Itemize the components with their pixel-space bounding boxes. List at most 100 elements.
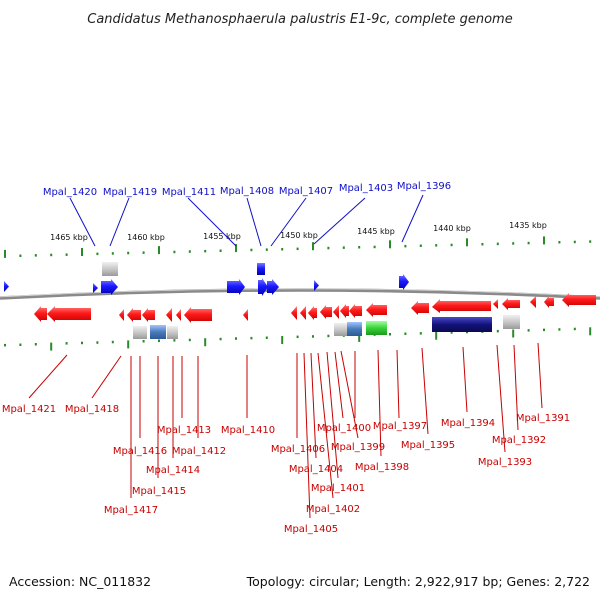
gene-label[interactable]: Mpal_1418 (65, 404, 119, 415)
gene-label[interactable]: Mpal_1400 (317, 423, 371, 434)
rna-box[interactable] (366, 321, 387, 335)
minor-tick (419, 244, 422, 247)
gene-arrow[interactable] (562, 293, 596, 307)
gene-label[interactable]: Mpal_1405 (284, 524, 338, 535)
major-tick (81, 248, 83, 256)
gene-arrow[interactable] (314, 280, 319, 291)
gene-arrow[interactable] (93, 283, 98, 293)
minor-tick (127, 251, 130, 255)
gene-label[interactable]: Mpal_1417 (104, 505, 158, 516)
gene-arrow[interactable] (340, 304, 349, 318)
gene-arrow[interactable] (119, 309, 124, 321)
genome-backbone (0, 288, 600, 300)
gene-label[interactable]: Mpal_1392 (492, 435, 546, 446)
major-tick (235, 244, 237, 253)
gene-label[interactable]: Mpal_1395 (401, 440, 455, 451)
major-tick (158, 246, 160, 255)
minor-tick (4, 343, 6, 347)
gene-label[interactable]: Mpal_1403 (339, 183, 393, 194)
gene-label[interactable]: Mpal_1407 (279, 186, 333, 197)
gene-label[interactable]: Mpal_1391 (516, 413, 570, 424)
gene-arrow[interactable] (502, 298, 520, 310)
minor-tick (204, 249, 207, 253)
gene-arrow[interactable] (399, 274, 409, 290)
gene-arrow[interactable] (544, 296, 554, 308)
gene-arrow[interactable] (291, 306, 297, 320)
gene-label[interactable]: Mpal_1415 (132, 486, 186, 497)
gene-label[interactable]: Mpal_1411 (162, 187, 216, 198)
minor-tick (543, 328, 545, 332)
gene-label[interactable]: Mpal_1421 (2, 404, 56, 415)
gene-label[interactable]: Mpal_1401 (311, 483, 365, 494)
minor-tick (219, 249, 222, 252)
gene-label[interactable]: Mpal_1402 (306, 504, 360, 515)
gene-arrow[interactable] (267, 279, 279, 295)
gene-label[interactable]: Mpal_1397 (373, 421, 427, 432)
gene-arrow[interactable] (432, 299, 491, 313)
gene-arrow[interactable] (258, 278, 268, 296)
gene-arrow[interactable] (243, 309, 248, 321)
kbp-label: 1465 kbp (50, 233, 88, 242)
gene-label[interactable]: Mpal_1408 (220, 186, 274, 197)
gene-arrow[interactable] (176, 309, 181, 321)
gene-label[interactable]: Mpal_1393 (478, 457, 532, 468)
gene-arrow[interactable] (101, 279, 118, 295)
rna-box[interactable] (102, 262, 118, 276)
gene-label[interactable]: Mpal_1416 (113, 446, 167, 457)
gene-arrow[interactable] (34, 306, 47, 322)
gene-arrow[interactable] (493, 299, 498, 309)
gene-label[interactable]: Mpal_1413 (157, 425, 211, 436)
gene-arrow[interactable] (127, 308, 141, 322)
kbp-scale: 1465 kbp 1460 kbp 1455 kbp 1450 kbp 1445… (50, 221, 547, 242)
gene-label[interactable]: Mpal_1419 (103, 187, 157, 198)
gene-arrow[interactable] (349, 304, 362, 318)
gene-box[interactable] (257, 263, 265, 275)
gene-label[interactable]: Mpal_1406 (271, 444, 325, 455)
feature-box[interactable] (432, 317, 492, 332)
gene-arrow[interactable] (184, 307, 212, 323)
gene-label[interactable]: Mpal_1420 (43, 187, 97, 198)
gene-arrow[interactable] (47, 306, 91, 322)
reverse-strand-genes (34, 293, 596, 339)
gene-label[interactable]: Mpal_1399 (331, 442, 385, 453)
gene-arrow[interactable] (320, 305, 332, 319)
gene-arrow[interactable] (166, 308, 172, 322)
minor-tick (296, 335, 299, 339)
rna-box[interactable] (167, 326, 178, 339)
rna-box[interactable] (503, 315, 520, 329)
gene-arrow[interactable] (411, 301, 429, 315)
minor-tick (466, 330, 468, 334)
minor-tick (250, 248, 253, 252)
minor-tick (219, 337, 222, 341)
rna-box[interactable] (133, 326, 147, 339)
gene-label[interactable]: Mpal_1394 (441, 418, 495, 429)
topology-text: Topology: circular; Length: 2,922,917 bp… (246, 574, 590, 589)
minor-tick (435, 244, 438, 247)
minor-tick (265, 336, 268, 339)
gene-arrow[interactable] (530, 296, 536, 308)
gene-label[interactable]: Mpal_1412 (172, 446, 226, 457)
rna-box[interactable] (150, 325, 166, 339)
gene-label[interactable]: Mpal_1404 (289, 464, 343, 475)
gene-arrow[interactable] (227, 279, 245, 295)
gene-arrow[interactable] (308, 306, 317, 320)
gene-label[interactable]: Mpal_1410 (221, 425, 275, 436)
gene-label[interactable]: Mpal_1398 (355, 462, 409, 473)
gene-label[interactable]: Mpal_1396 (397, 181, 451, 192)
minor-tick (142, 340, 145, 343)
kbp-label: 1450 kbp (280, 231, 318, 240)
gene-arrow[interactable] (300, 306, 306, 320)
major-tick (589, 327, 592, 336)
minor-tick (496, 329, 499, 333)
gene-arrow[interactable] (366, 303, 387, 317)
minor-tick (496, 242, 499, 246)
minor-tick (358, 246, 361, 249)
gene-label[interactable]: Mpal_1414 (146, 465, 200, 476)
kbp-label: 1460 kbp (127, 233, 165, 242)
minor-tick (512, 242, 515, 245)
gene-arrow[interactable] (142, 308, 155, 322)
gene-arrow[interactable] (333, 305, 339, 319)
rna-box[interactable] (334, 323, 347, 336)
rna-box[interactable] (347, 322, 362, 336)
gene-arrow[interactable] (4, 281, 9, 292)
